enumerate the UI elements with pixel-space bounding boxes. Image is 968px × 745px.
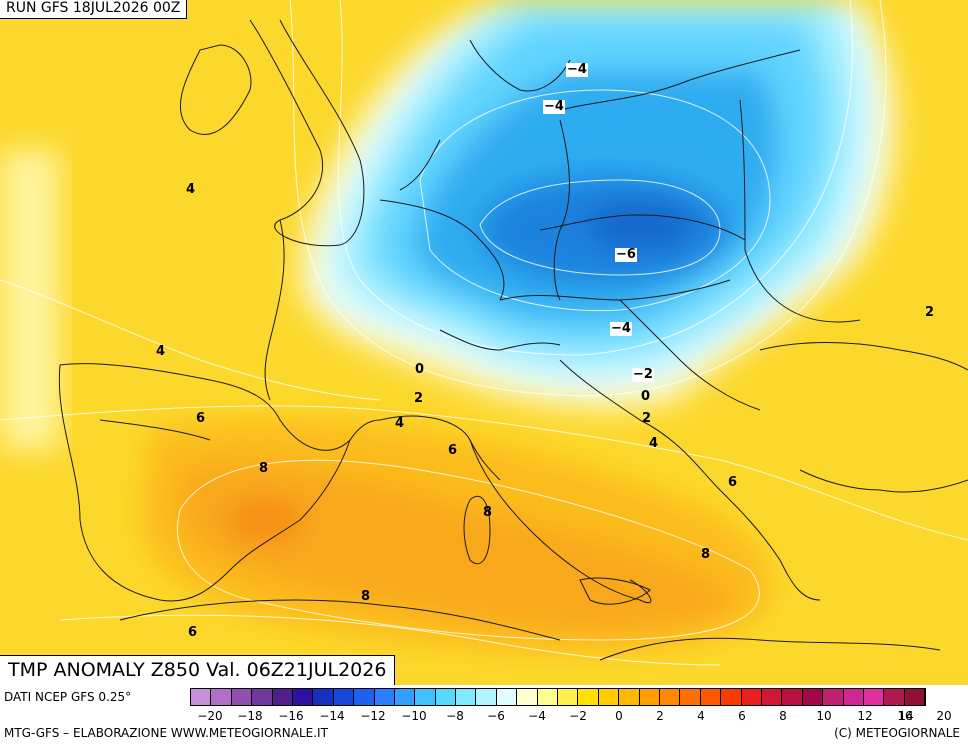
legend-swatch bbox=[435, 689, 457, 705]
west-light-zone bbox=[0, 150, 60, 450]
legend-swatch bbox=[394, 689, 416, 705]
legend-swatch bbox=[761, 689, 783, 705]
contour-label: −2 bbox=[632, 367, 654, 382]
legend-swatch bbox=[843, 689, 864, 705]
map-canvas bbox=[0, 0, 968, 685]
credits-text: MTG-GFS – ELABORAZIONE WWW.METEOGIORNALE… bbox=[4, 726, 328, 740]
legend-swatch bbox=[313, 689, 334, 705]
copyright-text: (C) METEOGIORNALE bbox=[834, 726, 960, 740]
contour-label: 8 bbox=[259, 461, 269, 476]
contour-label: 8 bbox=[361, 589, 371, 604]
legend-swatch bbox=[741, 689, 762, 705]
legend-tick-label: −18 bbox=[237, 709, 263, 723]
contour-lines bbox=[0, 0, 968, 666]
legend-swatch bbox=[782, 689, 803, 705]
legend-tick-label: 12 bbox=[857, 709, 873, 723]
coastlines bbox=[58, 19, 968, 661]
legend-swatch bbox=[292, 689, 314, 705]
legend-swatch bbox=[415, 689, 436, 705]
contour-label: −4 bbox=[610, 321, 632, 336]
legend-swatch bbox=[700, 689, 722, 705]
legend-tick-label: −8 bbox=[446, 709, 464, 723]
contour-label: 4 bbox=[186, 182, 196, 197]
contour-label: 4 bbox=[395, 416, 405, 431]
contour-label: 6 bbox=[188, 625, 198, 640]
contour-label: 2 bbox=[925, 305, 935, 320]
legend-tick-label: −20 bbox=[197, 709, 223, 723]
contour-label: −4 bbox=[566, 62, 588, 77]
anomaly-map: −4 −4 4 −6 2 −4 4 0 2 −2 0 2 6 4 6 4 8 6 8 8 8 6 bbox=[0, 0, 968, 685]
contour-label: 6 bbox=[196, 411, 206, 426]
contour-label: 8 bbox=[701, 547, 711, 562]
contour-label: 0 bbox=[641, 389, 651, 404]
legend-tick-label: 4 bbox=[697, 709, 705, 723]
legend-swatch bbox=[639, 689, 660, 705]
contour-label: 4 bbox=[649, 436, 659, 451]
legend-swatch bbox=[456, 689, 477, 705]
legend-swatch bbox=[802, 689, 824, 705]
data-source-text: DATI NCEP GFS 0.25° bbox=[4, 690, 132, 704]
legend-tick-label: 10 bbox=[816, 709, 832, 723]
legend-tick-label: 20 bbox=[936, 709, 952, 723]
legend-swatch bbox=[578, 689, 599, 705]
legend-swatch bbox=[558, 689, 579, 705]
legend-swatch bbox=[496, 689, 518, 705]
contour-label: −4 bbox=[543, 99, 565, 114]
legend-swatch bbox=[476, 689, 497, 705]
legend-tick-label: 2 bbox=[656, 709, 664, 723]
legend-tick-label: 14 bbox=[898, 709, 914, 723]
contour-label: 6 bbox=[448, 443, 458, 458]
legend-swatch bbox=[619, 689, 640, 705]
contour-label: 4 bbox=[156, 344, 166, 359]
legend-tick-label: 8 bbox=[779, 709, 787, 723]
contour-label: 8 bbox=[483, 505, 493, 520]
legend-swatch bbox=[211, 689, 232, 705]
legend-swatch bbox=[863, 689, 885, 705]
legend-tick-label: 16 bbox=[897, 709, 913, 723]
legend-swatch bbox=[823, 689, 844, 705]
contour-label: 2 bbox=[642, 411, 652, 426]
run-label: RUN GFS 18JUL2026 00Z bbox=[0, 0, 188, 19]
legend-tick-label: −16 bbox=[278, 709, 304, 723]
map-title: TMP ANOMALY Z850 Val. 06Z21JUL2026 bbox=[0, 655, 396, 685]
legend-swatch bbox=[191, 689, 212, 705]
legend-swatch bbox=[659, 689, 681, 705]
legend-tick-label: −6 bbox=[487, 709, 505, 723]
legend-swatch bbox=[333, 689, 355, 705]
legend-swatch bbox=[374, 689, 395, 705]
legend-swatch bbox=[517, 689, 538, 705]
legend-tick-label: 0 bbox=[615, 709, 623, 723]
legend-swatch bbox=[231, 689, 253, 705]
color-legend bbox=[190, 688, 927, 706]
legend-swatch bbox=[884, 689, 905, 705]
legend-tick-label: −2 bbox=[569, 709, 587, 723]
legend-swatch bbox=[272, 689, 293, 705]
legend-swatch bbox=[721, 689, 742, 705]
warm-anomaly-zone bbox=[140, 420, 771, 652]
legend-swatch bbox=[252, 689, 273, 705]
legend-swatch bbox=[354, 689, 375, 705]
contour-label: 2 bbox=[414, 391, 424, 406]
legend-swatch bbox=[680, 689, 701, 705]
legend-swatch bbox=[598, 689, 620, 705]
cold-anomaly-zone bbox=[297, 0, 898, 411]
contour-label: 6 bbox=[728, 475, 738, 490]
legend-tick-label: −10 bbox=[401, 709, 427, 723]
legend-tick-label: −12 bbox=[360, 709, 386, 723]
legend-tick-label: 6 bbox=[738, 709, 746, 723]
contour-label: 0 bbox=[415, 362, 425, 377]
legend-swatch bbox=[904, 689, 926, 705]
legend-tick-label: −4 bbox=[528, 709, 546, 723]
legend-tick-label: −14 bbox=[319, 709, 345, 723]
contour-label: −6 bbox=[615, 247, 637, 262]
legend-swatch bbox=[537, 689, 559, 705]
